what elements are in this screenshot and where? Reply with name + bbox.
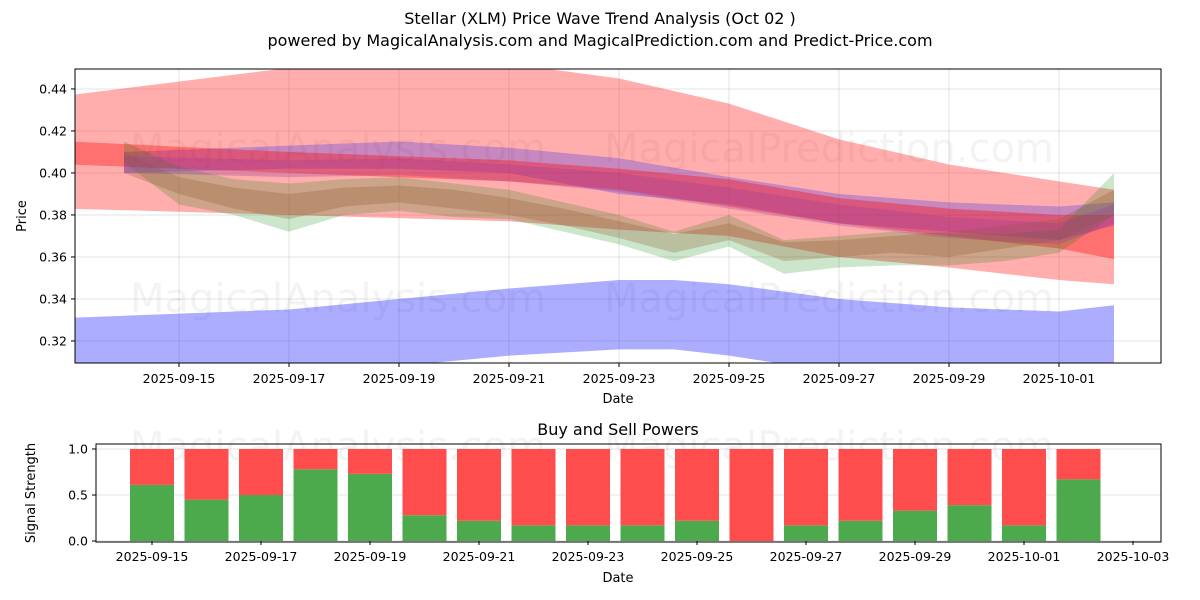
signal-x-label: Date <box>602 571 633 586</box>
price-x-tick-label: 2025-09-19 <box>363 371 436 386</box>
sell-bar <box>784 449 828 526</box>
price-y-tick-label: 0.34 <box>39 291 67 306</box>
buy-bar <box>1002 525 1046 541</box>
price-y-tick-label: 0.32 <box>39 333 67 348</box>
sell-bar <box>239 449 283 495</box>
watermark-prediction-bottom: MagicalPrediction.com <box>604 276 1054 322</box>
sell-bar <box>947 449 992 506</box>
buy-bar <box>457 520 501 541</box>
buy-bar <box>675 520 719 541</box>
price-plot-frame <box>74 68 1162 364</box>
signal-x-tick-label: 2025-09-23 <box>552 549 625 564</box>
signal-x-tick-label: 2025-10-01 <box>988 549 1061 564</box>
buy-bar <box>566 525 610 541</box>
signal-plot-frame <box>95 443 1162 543</box>
sell-bar <box>184 449 229 500</box>
price-y-label: Price <box>15 200 30 232</box>
sell-bar <box>838 449 883 521</box>
sell-bar <box>402 449 447 516</box>
price-x-tick-label: 2025-09-27 <box>803 371 876 386</box>
buy-bar <box>620 525 665 541</box>
signal-x-tick-label: 2025-09-25 <box>661 549 734 564</box>
price-bands <box>75 69 1114 363</box>
green-wave-band <box>124 141 1114 274</box>
buy-bar <box>838 520 883 541</box>
buy-bar <box>402 515 447 541</box>
signal-y-tick-label: 1.0 <box>68 442 88 457</box>
signal-y-ticks: 0.0 0.5 1.0 <box>68 442 96 549</box>
signal-x-tick-label: 2025-09-27 <box>770 549 843 564</box>
buy-bar <box>1056 479 1101 541</box>
price-y-ticks: 0.32 0.34 0.36 0.38 0.40 0.42 0.44 <box>39 81 75 348</box>
price-y-tick-label: 0.38 <box>39 207 67 222</box>
sell-bar <box>566 449 610 526</box>
price-y-tick-label: 0.42 <box>39 123 67 138</box>
sell-bar <box>348 449 392 474</box>
signal-bars <box>130 449 1101 541</box>
price-x-tick-label: 2025-09-15 <box>143 371 216 386</box>
price-x-tick-label: 2025-09-23 <box>583 371 656 386</box>
watermark-analysis-top: MagicalAnalysis.com <box>130 126 546 172</box>
buy-bar <box>293 469 338 541</box>
upper-blue-band <box>124 141 1114 241</box>
sell-bar <box>620 449 665 526</box>
brown-mixed-band <box>124 151 1114 262</box>
signal-y-tick-label: 0.0 <box>68 534 88 549</box>
price-x-label: Date <box>602 392 633 407</box>
price-x-tick-label: 2025-10-01 <box>1023 371 1096 386</box>
price-y-tick-label: 0.44 <box>39 81 67 96</box>
signal-plot: Buy and Sell Powers MagicalAnalysis.com … <box>24 420 1169 586</box>
sell-bar <box>293 449 338 470</box>
signal-x-tick-label: 2025-10-03 <box>1097 549 1170 564</box>
price-x-tick-label: 2025-09-29 <box>913 371 986 386</box>
chart-title: Stellar (XLM) Price Wave Trend Analysis … <box>404 9 796 28</box>
watermark-analysis-bottom: MagicalAnalysis.com <box>130 276 546 322</box>
signal-x-tick-label: 2025-09-29 <box>879 549 952 564</box>
buy-bar <box>947 505 992 541</box>
buy-bar <box>784 525 828 541</box>
sell-bar <box>1002 449 1046 526</box>
price-watermarks: MagicalAnalysis.com MagicalPrediction.co… <box>130 126 1054 322</box>
outer-red-band <box>75 69 1114 285</box>
signal-x-ticks: 2025-09-15 2025-09-17 2025-09-19 2025-09-21… <box>116 541 1170 564</box>
buy-bar <box>348 473 392 541</box>
price-x-tick-label: 2025-09-21 <box>473 371 546 386</box>
price-grid <box>75 69 1161 363</box>
sell-bar <box>1056 449 1101 480</box>
price-plot: MagicalAnalysis.com MagicalPrediction.co… <box>15 68 1162 407</box>
signal-title: Buy and Sell Powers <box>537 420 699 439</box>
signal-x-tick-label: 2025-09-19 <box>334 549 407 564</box>
price-plot-area <box>75 69 1161 363</box>
sell-bar <box>457 449 501 521</box>
signal-x-tick-label: 2025-09-15 <box>116 549 189 564</box>
buy-bar <box>184 499 229 541</box>
watermark-prediction-top: MagicalPrediction.com <box>604 126 1054 172</box>
lower-blue-band <box>75 280 1114 363</box>
sell-bar <box>675 449 719 521</box>
sell-bar <box>893 449 937 511</box>
chart-subtitle: powered by MagicalAnalysis.com and Magic… <box>267 31 933 50</box>
price-x-ticks: 2025-09-15 2025-09-17 2025-09-19 2025-09-21… <box>143 363 1096 386</box>
buy-bar <box>893 510 937 541</box>
price-y-tick-label: 0.40 <box>39 165 67 180</box>
signal-y-tick-label: 0.5 <box>68 488 88 503</box>
signal-y-label: Signal Strength <box>24 443 39 543</box>
buy-bar <box>239 495 283 541</box>
price-y-tick-label: 0.36 <box>39 249 67 264</box>
sell-bar <box>130 449 174 485</box>
price-x-tick-label: 2025-09-17 <box>253 371 326 386</box>
buy-bar <box>511 525 556 541</box>
price-x-tick-label: 2025-09-25 <box>693 371 766 386</box>
sell-bar <box>729 449 774 541</box>
purple-mixed-band <box>124 156 1114 245</box>
sell-bar <box>511 449 556 526</box>
buy-bar <box>130 484 174 541</box>
signal-x-tick-label: 2025-09-21 <box>443 549 516 564</box>
signal-x-tick-label: 2025-09-17 <box>225 549 298 564</box>
inner-red-band <box>75 141 1114 260</box>
